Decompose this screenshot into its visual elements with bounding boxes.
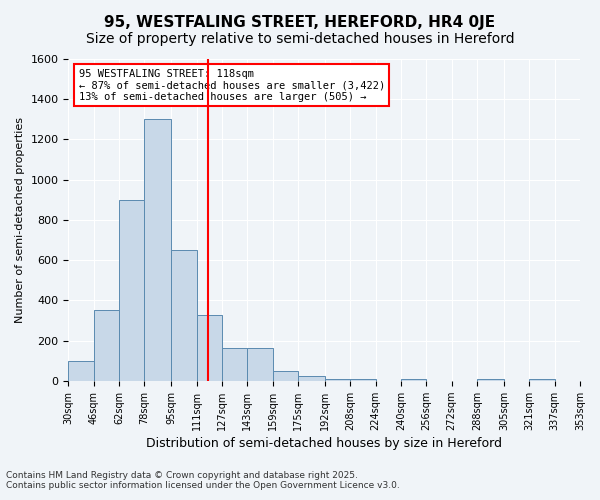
Bar: [94, 310, 119, 381]
Bar: [222, 348, 247, 381]
Bar: [477, 379, 504, 381]
Text: 95, WESTFALING STREET, HEREFORD, HR4 0JE: 95, WESTFALING STREET, HEREFORD, HR4 0JE: [104, 15, 496, 30]
Bar: [401, 379, 427, 381]
Y-axis label: Number of semi-detached properties: Number of semi-detached properties: [15, 117, 25, 323]
Bar: [172, 250, 197, 381]
Text: 95 WESTFALING STREET: 118sqm
← 87% of semi-detached houses are smaller (3,422)
1: 95 WESTFALING STREET: 118sqm ← 87% of se…: [79, 68, 385, 102]
Bar: [273, 371, 298, 381]
Text: Size of property relative to semi-detached houses in Hereford: Size of property relative to semi-detach…: [86, 32, 514, 46]
Bar: [529, 379, 554, 381]
Bar: [145, 120, 172, 381]
Bar: [197, 316, 222, 381]
Bar: [350, 379, 376, 381]
X-axis label: Distribution of semi-detached houses by size in Hereford: Distribution of semi-detached houses by …: [146, 437, 502, 450]
Text: Contains HM Land Registry data © Crown copyright and database right 2025.
Contai: Contains HM Land Registry data © Crown c…: [6, 470, 400, 490]
Bar: [119, 200, 145, 381]
Bar: [247, 348, 273, 381]
Bar: [68, 360, 94, 381]
Bar: [298, 376, 325, 381]
Bar: [325, 379, 350, 381]
